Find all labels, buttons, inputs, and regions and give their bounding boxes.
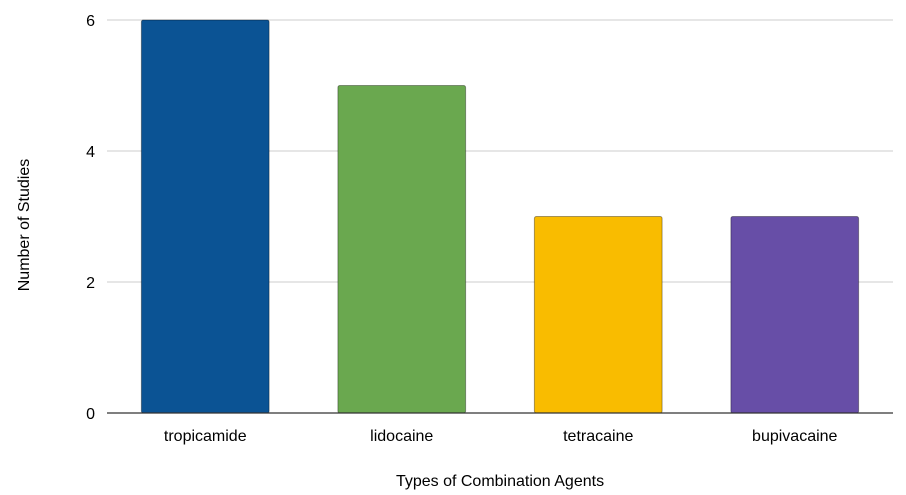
y-tick-label: 6	[86, 13, 95, 30]
x-tick-label-tetracaine: tetracaine	[563, 428, 633, 445]
bars	[140, 19, 860, 414]
x-tick-label-bupivacaine: bupivacaine	[752, 428, 838, 445]
x-axis-title: Types of Combination Agents	[396, 473, 604, 490]
y-tick-label: 0	[86, 406, 95, 423]
y-tick-label: 2	[86, 275, 95, 292]
y-axis-ticks: 0 2 4 6	[86, 13, 95, 423]
bar-tetracaine	[533, 216, 663, 414]
y-axis-title: Number of Studies	[16, 159, 33, 292]
x-tick-label-tropicamide: tropicamide	[164, 428, 247, 445]
bar-lidocaine	[337, 85, 467, 414]
x-tick-label-lidocaine: lidocaine	[370, 428, 433, 445]
y-tick-label: 4	[86, 144, 95, 161]
bar-tropicamide	[140, 19, 270, 414]
bar-bupivacaine	[730, 216, 860, 414]
x-axis-ticks: tropicamide lidocaine tetracaine bupivacain…	[164, 428, 838, 445]
